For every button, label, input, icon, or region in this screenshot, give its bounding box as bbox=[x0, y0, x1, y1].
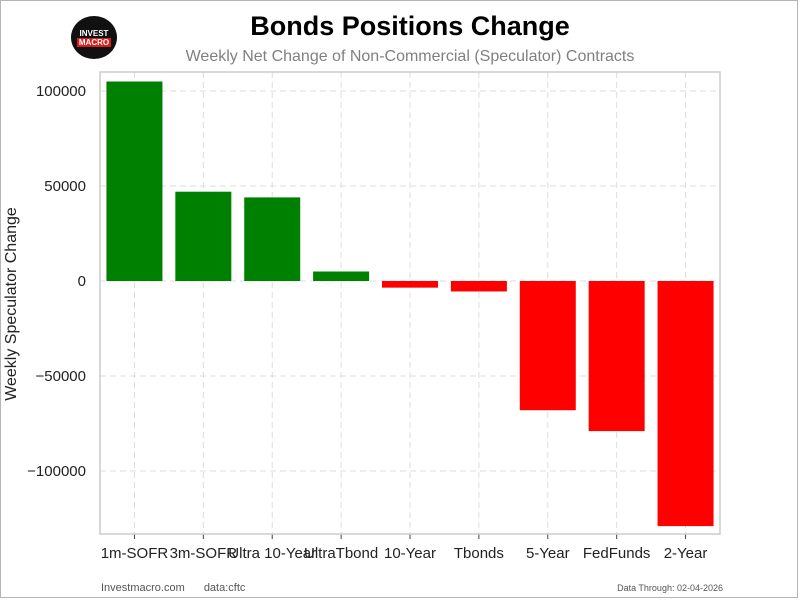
logo-text-invest: INVEST bbox=[79, 28, 109, 38]
x-tick-label: 3m-SOFR bbox=[170, 545, 238, 562]
footer-date: Data Through: 02-04-2026 bbox=[617, 583, 723, 593]
bar-fedfunds bbox=[588, 281, 645, 432]
bar-ultra-10-year bbox=[244, 197, 301, 281]
y-tick-label: −50000 bbox=[36, 368, 86, 385]
x-tick-label: Ultra 10-Year bbox=[228, 545, 316, 562]
x-tick-label: UltraTbond bbox=[304, 545, 378, 562]
bar-3m-sofr bbox=[175, 191, 232, 281]
plot-area-frame bbox=[99, 71, 721, 535]
footer-left: Investmacro.com data:cftc bbox=[101, 582, 261, 594]
chart-title: Bonds Positions Change bbox=[250, 11, 570, 41]
bar-10-year bbox=[382, 281, 438, 288]
x-tick-label: 5-Year bbox=[526, 545, 570, 562]
chart-subtitle: Weekly Net Change of Non-Commercial (Spe… bbox=[185, 48, 635, 65]
logo-text-macro: MACRO bbox=[76, 37, 112, 47]
footer-site: Investmacro.com bbox=[101, 582, 185, 594]
x-tick-label: 1m-SOFR bbox=[101, 545, 169, 562]
x-tick-label: 10-Year bbox=[384, 545, 436, 562]
y-tick-label: 100000 bbox=[36, 83, 86, 100]
bar-ultratbond bbox=[313, 271, 370, 281]
bar-1m-sofr bbox=[106, 81, 163, 281]
y-tick-label: −100000 bbox=[27, 463, 86, 480]
y-tick-label: 50000 bbox=[44, 178, 86, 195]
x-tick-label: Tbonds bbox=[454, 545, 504, 562]
y-tick-label: 0 bbox=[78, 273, 86, 290]
bar-tbonds bbox=[450, 281, 507, 292]
bar-2-year bbox=[657, 281, 714, 527]
x-tick-label: 2-Year bbox=[664, 545, 708, 562]
investmacro-logo: INVEST MACRO bbox=[71, 16, 117, 59]
bar-5-year bbox=[519, 281, 576, 411]
footer-source: data:cftc bbox=[203, 582, 246, 594]
x-tick-label: FedFunds bbox=[583, 545, 651, 562]
